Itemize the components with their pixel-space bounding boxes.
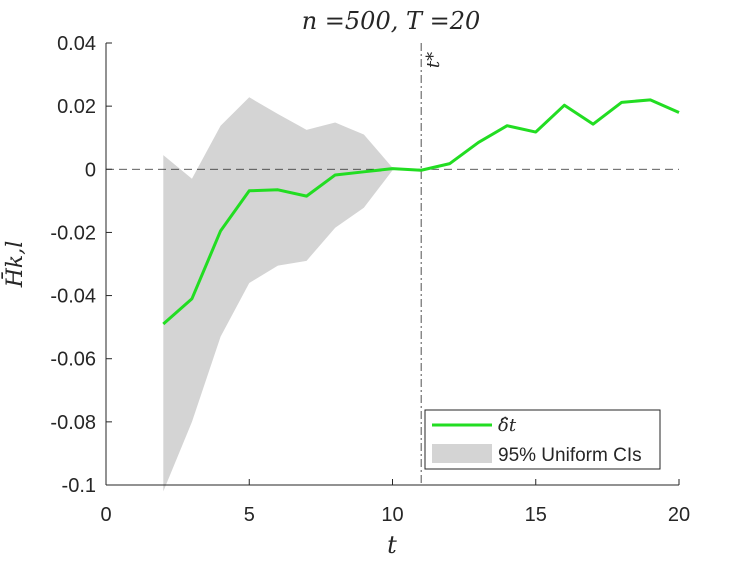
legend-label-band: 95% Uniform CIs xyxy=(498,445,642,466)
y-tick-label: -0.02 xyxy=(50,222,96,244)
y-tick-label: 0 xyxy=(85,159,96,181)
x-tick-label: 15 xyxy=(525,504,547,526)
legend-band-swatch xyxy=(432,444,492,463)
x-tick-label: 10 xyxy=(381,504,403,526)
y-tick-label: -0.1 xyxy=(62,475,96,497)
y-tick-label: -0.06 xyxy=(50,349,96,371)
x-axis-label: t xyxy=(387,531,397,559)
legend: δ̂t 95% Uniform CIs xyxy=(424,409,661,470)
y-tick-label: 0.02 xyxy=(57,96,96,118)
series-line-0 xyxy=(162,98,680,326)
series-layer xyxy=(162,98,680,326)
legend-label-series: δ̂t xyxy=(498,415,517,436)
vline-label: t* xyxy=(423,52,444,68)
ci-band xyxy=(163,97,393,492)
y-tick-label: -0.04 xyxy=(50,286,96,308)
ci-band-layer xyxy=(163,97,393,492)
y-tick-label: 0.04 xyxy=(57,33,96,55)
x-tick-label: 5 xyxy=(244,504,255,526)
y-tick-label: -0.08 xyxy=(50,412,96,434)
x-tick-label: 0 xyxy=(100,504,111,526)
axes xyxy=(105,42,680,486)
x-tick-label: 20 xyxy=(668,504,690,526)
chart-title: n =500, T =20 xyxy=(302,7,481,35)
tick-labels: 0 5 10 15 20 0.04 0.02 0 -0.02 -0.04 -0.06 -0.08 -0.… xyxy=(50,33,690,526)
y-axis-label: H̄k,l xyxy=(1,241,28,289)
